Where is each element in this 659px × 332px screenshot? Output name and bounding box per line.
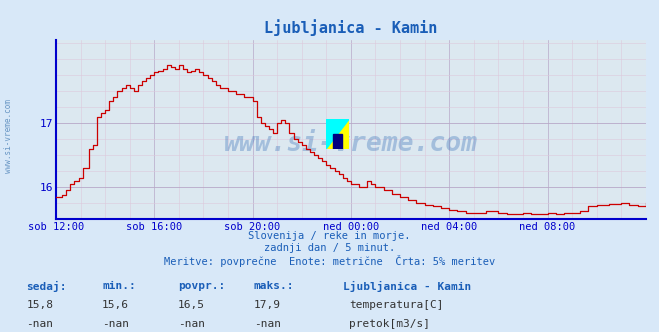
Text: -nan: -nan — [26, 319, 53, 329]
Text: 16,5: 16,5 — [178, 300, 205, 310]
Text: temperatura[C]: temperatura[C] — [349, 300, 444, 310]
Text: min.:: min.: — [102, 281, 136, 290]
Title: Ljubljanica - Kamin: Ljubljanica - Kamin — [264, 19, 438, 36]
Text: www.si-vreme.com: www.si-vreme.com — [224, 131, 478, 157]
Text: www.si-vreme.com: www.si-vreme.com — [4, 99, 13, 173]
Text: 17,9: 17,9 — [254, 300, 281, 310]
Text: -nan: -nan — [102, 319, 129, 329]
Text: maks.:: maks.: — [254, 281, 294, 290]
Polygon shape — [326, 119, 349, 149]
Text: Ljubljanica - Kamin: Ljubljanica - Kamin — [343, 281, 471, 291]
Text: povpr.:: povpr.: — [178, 281, 225, 290]
Text: -nan: -nan — [254, 319, 281, 329]
Text: Slovenija / reke in morje.: Slovenija / reke in morje. — [248, 231, 411, 241]
Text: -nan: -nan — [178, 319, 205, 329]
Text: zadnji dan / 5 minut.: zadnji dan / 5 minut. — [264, 243, 395, 253]
Polygon shape — [326, 119, 349, 149]
Text: 15,8: 15,8 — [26, 300, 53, 310]
Text: Meritve: povprečne  Enote: metrične  Črta: 5% meritev: Meritve: povprečne Enote: metrične Črta:… — [164, 255, 495, 267]
Text: 15,6: 15,6 — [102, 300, 129, 310]
Text: sedaj:: sedaj: — [26, 281, 67, 291]
Polygon shape — [333, 134, 343, 149]
Text: pretok[m3/s]: pretok[m3/s] — [349, 319, 430, 329]
